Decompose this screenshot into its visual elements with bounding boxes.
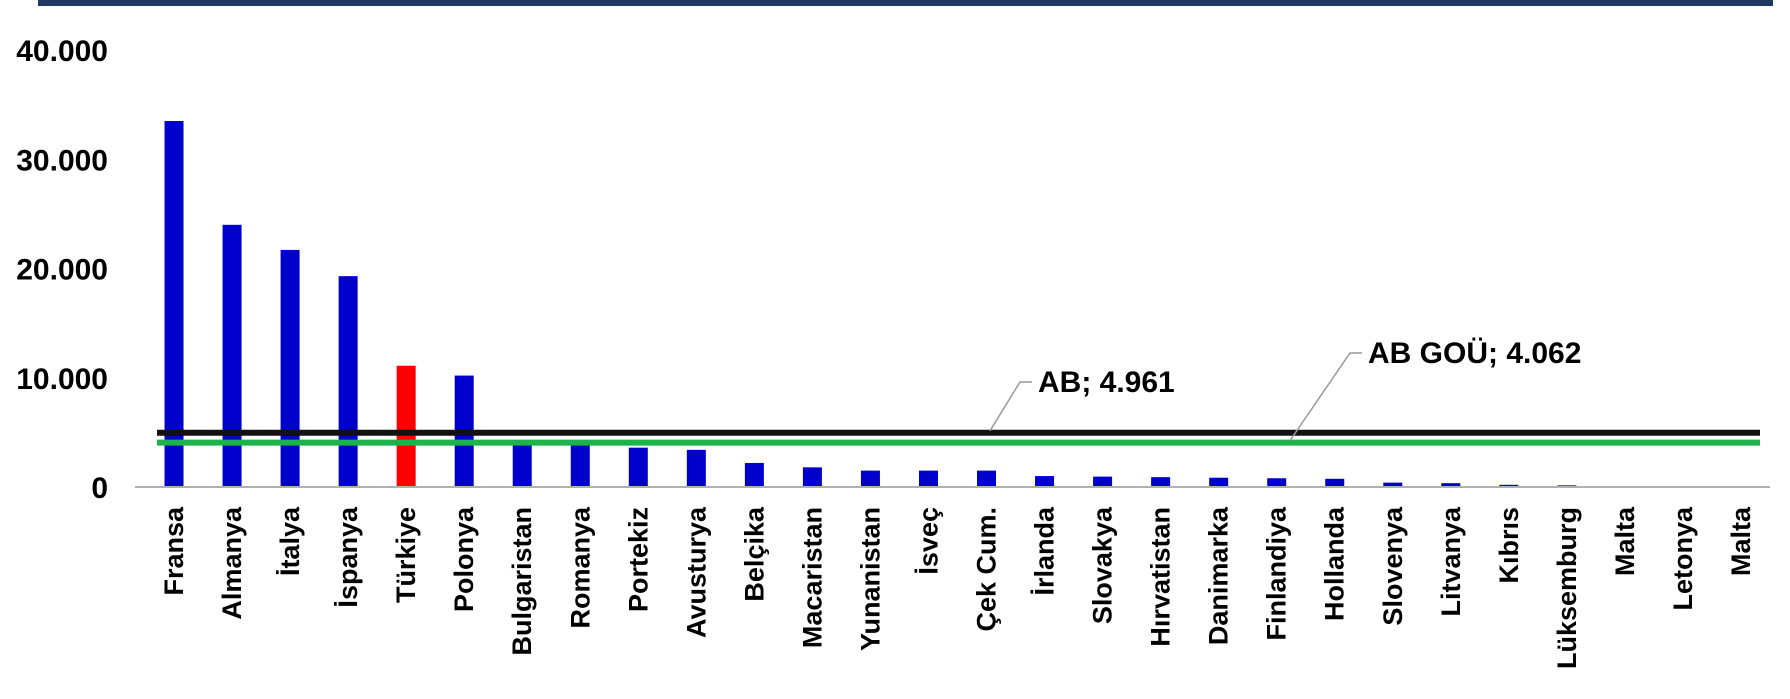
- bar-4: [338, 276, 358, 487]
- bar-16: [1035, 476, 1055, 487]
- bar-14: [918, 470, 938, 487]
- category-label: Malta: [1726, 506, 1756, 576]
- category-label: Slovenya: [1378, 506, 1408, 626]
- bar-23: [1441, 483, 1461, 487]
- header-band: [38, 0, 1773, 6]
- category-label: Lüksemburg: [1552, 507, 1582, 669]
- bar-5: [396, 365, 416, 487]
- y-tick-label: 0: [91, 472, 108, 505]
- bar-2: [222, 224, 242, 488]
- bar-12: [802, 467, 822, 487]
- category-label: Kıbrıs: [1494, 507, 1524, 584]
- category-label: Almanya: [217, 506, 247, 620]
- leader-line-1: [989, 381, 1032, 432]
- category-label: Hırvatistan: [1146, 507, 1176, 647]
- bar-13: [860, 470, 880, 487]
- bar-24: [1499, 484, 1519, 487]
- category-label: Macaristan: [797, 507, 827, 648]
- category-label: Danimarka: [1204, 506, 1234, 645]
- bar-9: [628, 447, 648, 487]
- category-label: İspanya: [333, 506, 363, 608]
- bar-15: [977, 470, 997, 487]
- y-tick-label: 20.000: [16, 254, 108, 287]
- category-label: İsveç: [913, 507, 943, 575]
- category-label: Belçika: [739, 506, 769, 602]
- y-tick-label: 30.000: [16, 144, 108, 177]
- bar-21: [1325, 478, 1345, 487]
- category-label: Slovakya: [1088, 506, 1118, 624]
- y-tick-label: 10.000: [16, 363, 108, 396]
- bar-20: [1267, 478, 1287, 487]
- category-label: İrlanda: [1030, 506, 1060, 596]
- bar-1: [164, 121, 184, 487]
- category-label: Çek Cum.: [972, 507, 1002, 632]
- bar-19: [1209, 477, 1229, 487]
- category-label: Letonya: [1668, 506, 1698, 611]
- category-label: Avusturya: [681, 506, 711, 638]
- leader-line-2: [1289, 352, 1362, 442]
- category-label: Bulgaristan: [507, 507, 537, 656]
- bar-3: [280, 249, 300, 487]
- bar-11: [744, 462, 764, 487]
- category-labels: Fransa Almanya İtalya İspanya Türkiye Polonya…: [159, 506, 1756, 669]
- bar-7: [512, 444, 532, 487]
- y-axis-ticks: 0 10.000 20.000 30.000 40.000: [16, 35, 108, 505]
- category-label: Finlandiya: [1262, 506, 1292, 641]
- bars: [164, 121, 1693, 488]
- category-label: Polonya: [449, 506, 479, 612]
- category-label: Fransa: [159, 506, 189, 596]
- bar-17: [1093, 476, 1113, 487]
- reference-line-label: AB; 4.961: [1038, 366, 1175, 399]
- category-label: Hollanda: [1320, 506, 1350, 621]
- category-label: Malta: [1610, 506, 1640, 576]
- category-label: İtalya: [275, 506, 305, 576]
- y-tick-label: 40.000: [16, 35, 108, 68]
- reference-line-label: AB GOÜ; 4.062: [1368, 337, 1581, 370]
- bar-8: [570, 445, 590, 487]
- category-label: Portekiz: [623, 507, 653, 612]
- bar-18: [1151, 477, 1171, 487]
- category-label: Yunanistan: [855, 507, 885, 651]
- reference-lines: AB; 4.961 AB GOÜ; 4.062: [157, 337, 1760, 446]
- category-label: Romanya: [565, 506, 595, 629]
- category-label: Türkiye: [391, 507, 421, 603]
- category-label: Litvanya: [1436, 506, 1466, 617]
- bar-22: [1383, 482, 1403, 487]
- bar-10: [686, 449, 706, 487]
